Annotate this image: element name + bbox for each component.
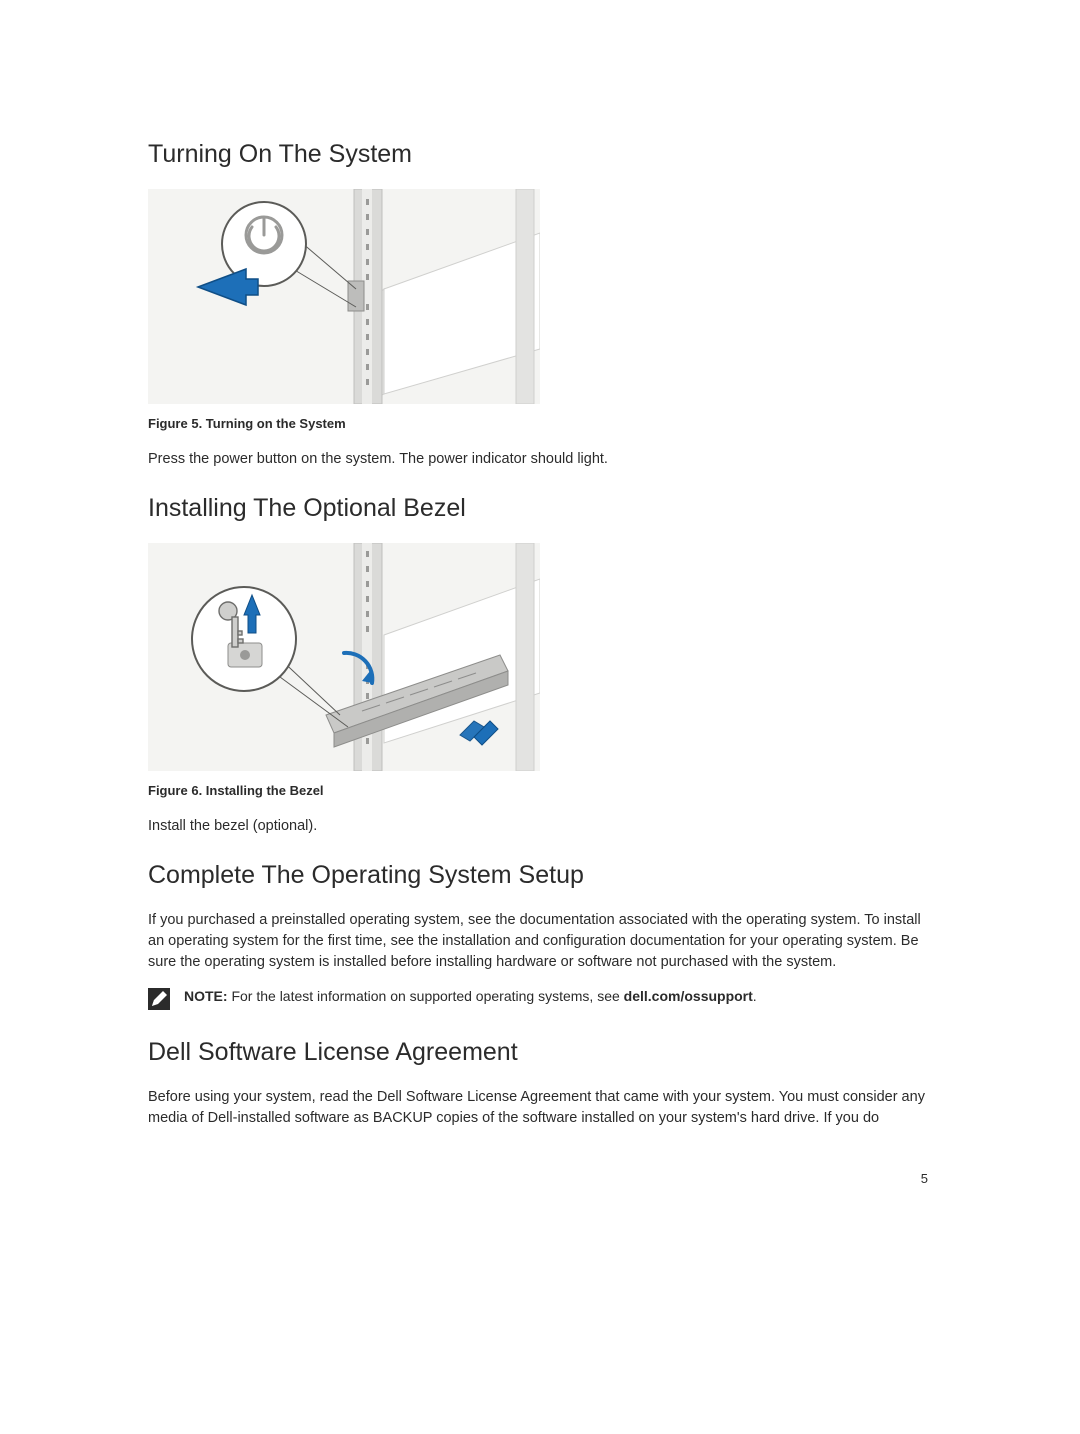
section-turning-on: Turning On The System	[148, 140, 932, 470]
note-suffix: .	[753, 988, 757, 1004]
note-body: For the latest information on supported …	[228, 988, 624, 1004]
heading-bezel: Installing The Optional Bezel	[148, 494, 932, 523]
power-on-illustration-icon	[148, 189, 540, 404]
section-os-setup: Complete The Operating System Setup If y…	[148, 861, 932, 1010]
page-number: 5	[148, 1171, 932, 1186]
note-link: dell.com/ossupport	[624, 988, 753, 1004]
document-page: Turning On The System	[0, 0, 1080, 1266]
bezel-illustration-icon	[148, 543, 540, 771]
section-bezel: Installing The Optional Bezel	[148, 494, 932, 837]
heading-turning-on: Turning On The System	[148, 140, 932, 169]
figure-power-on	[148, 189, 932, 404]
figure-caption-bezel: Figure 6. Installing the Bezel	[148, 783, 932, 798]
note-label: NOTE:	[184, 988, 228, 1004]
figure-bezel	[148, 543, 932, 771]
figure-caption-power-on: Figure 5. Turning on the System	[148, 416, 932, 431]
body-os-setup: If you purchased a preinstalled operatin…	[148, 910, 932, 973]
body-bezel: Install the bezel (optional).	[148, 816, 932, 837]
note-os-support: NOTE: For the latest information on supp…	[148, 987, 932, 1010]
heading-os-setup: Complete The Operating System Setup	[148, 861, 932, 890]
body-turning-on: Press the power button on the system. Th…	[148, 449, 932, 470]
heading-license: Dell Software License Agreement	[148, 1038, 932, 1067]
note-pencil-icon	[148, 988, 170, 1010]
note-text: NOTE: For the latest information on supp…	[184, 987, 757, 1007]
section-license: Dell Software License Agreement Before u…	[148, 1038, 932, 1129]
body-license: Before using your system, read the Dell …	[148, 1087, 932, 1129]
